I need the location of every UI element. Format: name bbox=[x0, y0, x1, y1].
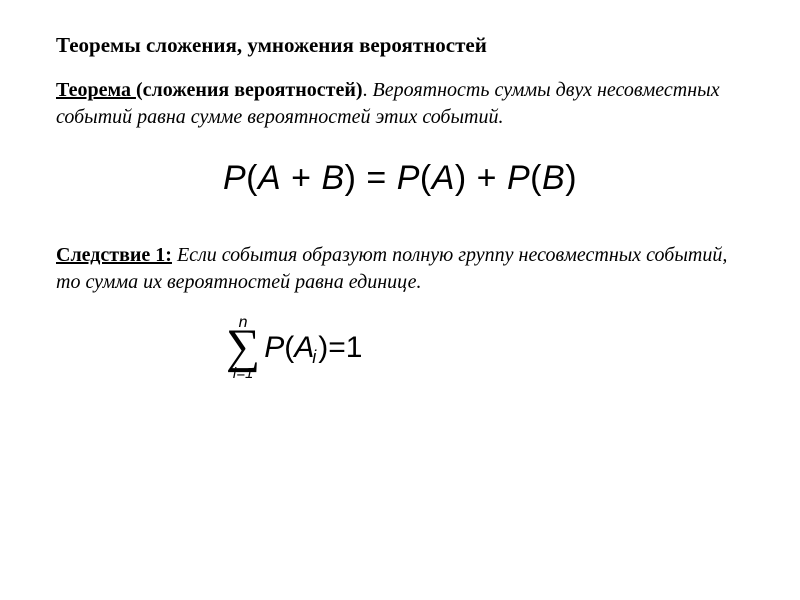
theorem-block: Теорема (сложения вероятностей). Вероятн… bbox=[56, 77, 744, 131]
sym-eq2: = bbox=[328, 331, 346, 365]
slide-page: Теоремы сложения, умножения вероятностей… bbox=[0, 0, 800, 413]
sym-A2: A bbox=[432, 159, 455, 197]
page-title: Теоремы сложения, умножения вероятностей bbox=[56, 32, 744, 59]
sym-eq: = bbox=[356, 159, 396, 197]
corollary-label: Следствие 1: bbox=[56, 244, 172, 266]
sym-B: B bbox=[321, 159, 344, 197]
sym-B2: B bbox=[542, 159, 565, 197]
sym-P4: P bbox=[264, 331, 284, 365]
sym-P2: P bbox=[397, 159, 420, 197]
sym-lpar: ( bbox=[246, 159, 258, 197]
sym-P3: P bbox=[507, 159, 530, 197]
sym-P: P bbox=[223, 159, 246, 197]
sym-lpar4: ( bbox=[284, 331, 294, 365]
formula2-expr: n ∑ i=1 P(Ai) = 1 bbox=[226, 315, 362, 381]
sym-lpar3: ( bbox=[530, 159, 542, 197]
sym-plus2: + bbox=[467, 159, 507, 197]
sym-plus: + bbox=[281, 159, 321, 197]
corollary-block: Следствие 1: Если события образуют полну… bbox=[56, 242, 744, 296]
formula-addition: P(A + B) = P(A) + P(B) bbox=[56, 159, 744, 198]
sigma-lower: i=1 bbox=[233, 366, 253, 381]
sigma-icon: ∑ bbox=[226, 327, 260, 368]
sym-rpar: ) bbox=[345, 159, 357, 197]
sym-A: A bbox=[258, 159, 281, 197]
theorem-paren: (сложения вероятностей) bbox=[136, 79, 363, 101]
sym-lpar2: ( bbox=[420, 159, 432, 197]
theorem-label: Теорема bbox=[56, 79, 136, 101]
sym-A3: A bbox=[294, 331, 314, 365]
sym-sub-i: i bbox=[312, 347, 316, 368]
sym-rpar3: ) bbox=[565, 159, 577, 197]
formula1-expr: P(A + B) = P(A) + P(B) bbox=[223, 159, 577, 197]
sum-body: P(Ai) = 1 bbox=[264, 331, 362, 365]
sym-rpar2: ) bbox=[455, 159, 467, 197]
sym-one: 1 bbox=[346, 331, 363, 365]
sigma-column: n ∑ i=1 bbox=[226, 315, 260, 381]
sym-rpar4: ) bbox=[318, 331, 328, 365]
formula-sum: n ∑ i=1 P(Ai) = 1 bbox=[56, 314, 744, 381]
